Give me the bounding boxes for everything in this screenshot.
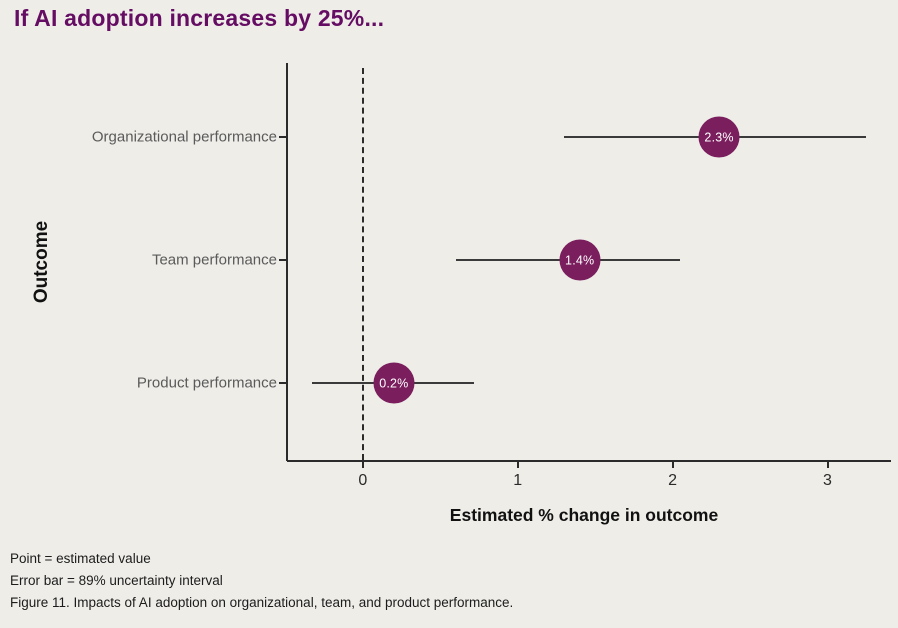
- x-axis-line: [287, 460, 891, 462]
- y-tick-mark: [279, 136, 286, 139]
- x-tick-mark: [671, 461, 674, 468]
- x-tick-label: 3: [823, 472, 832, 489]
- x-tick-label: 1: [513, 472, 523, 489]
- category-label: Product performance: [136, 374, 277, 392]
- category-label: Organizational performance: [91, 128, 277, 146]
- x-tick-mark: [516, 461, 519, 468]
- figure-caption: Figure 11. Impacts of AI adoption on org…: [10, 595, 514, 610]
- estimate-point: 2.3%: [698, 116, 740, 158]
- zero-reference-line: [361, 68, 364, 460]
- x-axis-title: Estimated % change in outcome: [449, 505, 719, 525]
- x-tick-mark: [361, 461, 364, 468]
- y-tick-mark: [279, 382, 286, 385]
- footnote-errorbar: Error bar = 89% uncertainty interval: [10, 573, 223, 588]
- x-tick-label: 0: [358, 472, 368, 489]
- y-tick-mark: [279, 259, 286, 262]
- figure-footnotes: Point = estimated value Error bar = 89% …: [10, 548, 513, 614]
- footnote-point: Point = estimated value: [10, 551, 151, 566]
- x-tick-mark: [826, 461, 829, 468]
- chart-title: If AI adoption increases by 25%...: [14, 5, 385, 31]
- estimate-point: 1.4%: [559, 239, 601, 281]
- category-label: Team performance: [151, 251, 277, 269]
- y-axis-line: [286, 63, 288, 461]
- estimate-point: 0.2%: [373, 362, 415, 404]
- x-tick-label: 2: [668, 472, 678, 489]
